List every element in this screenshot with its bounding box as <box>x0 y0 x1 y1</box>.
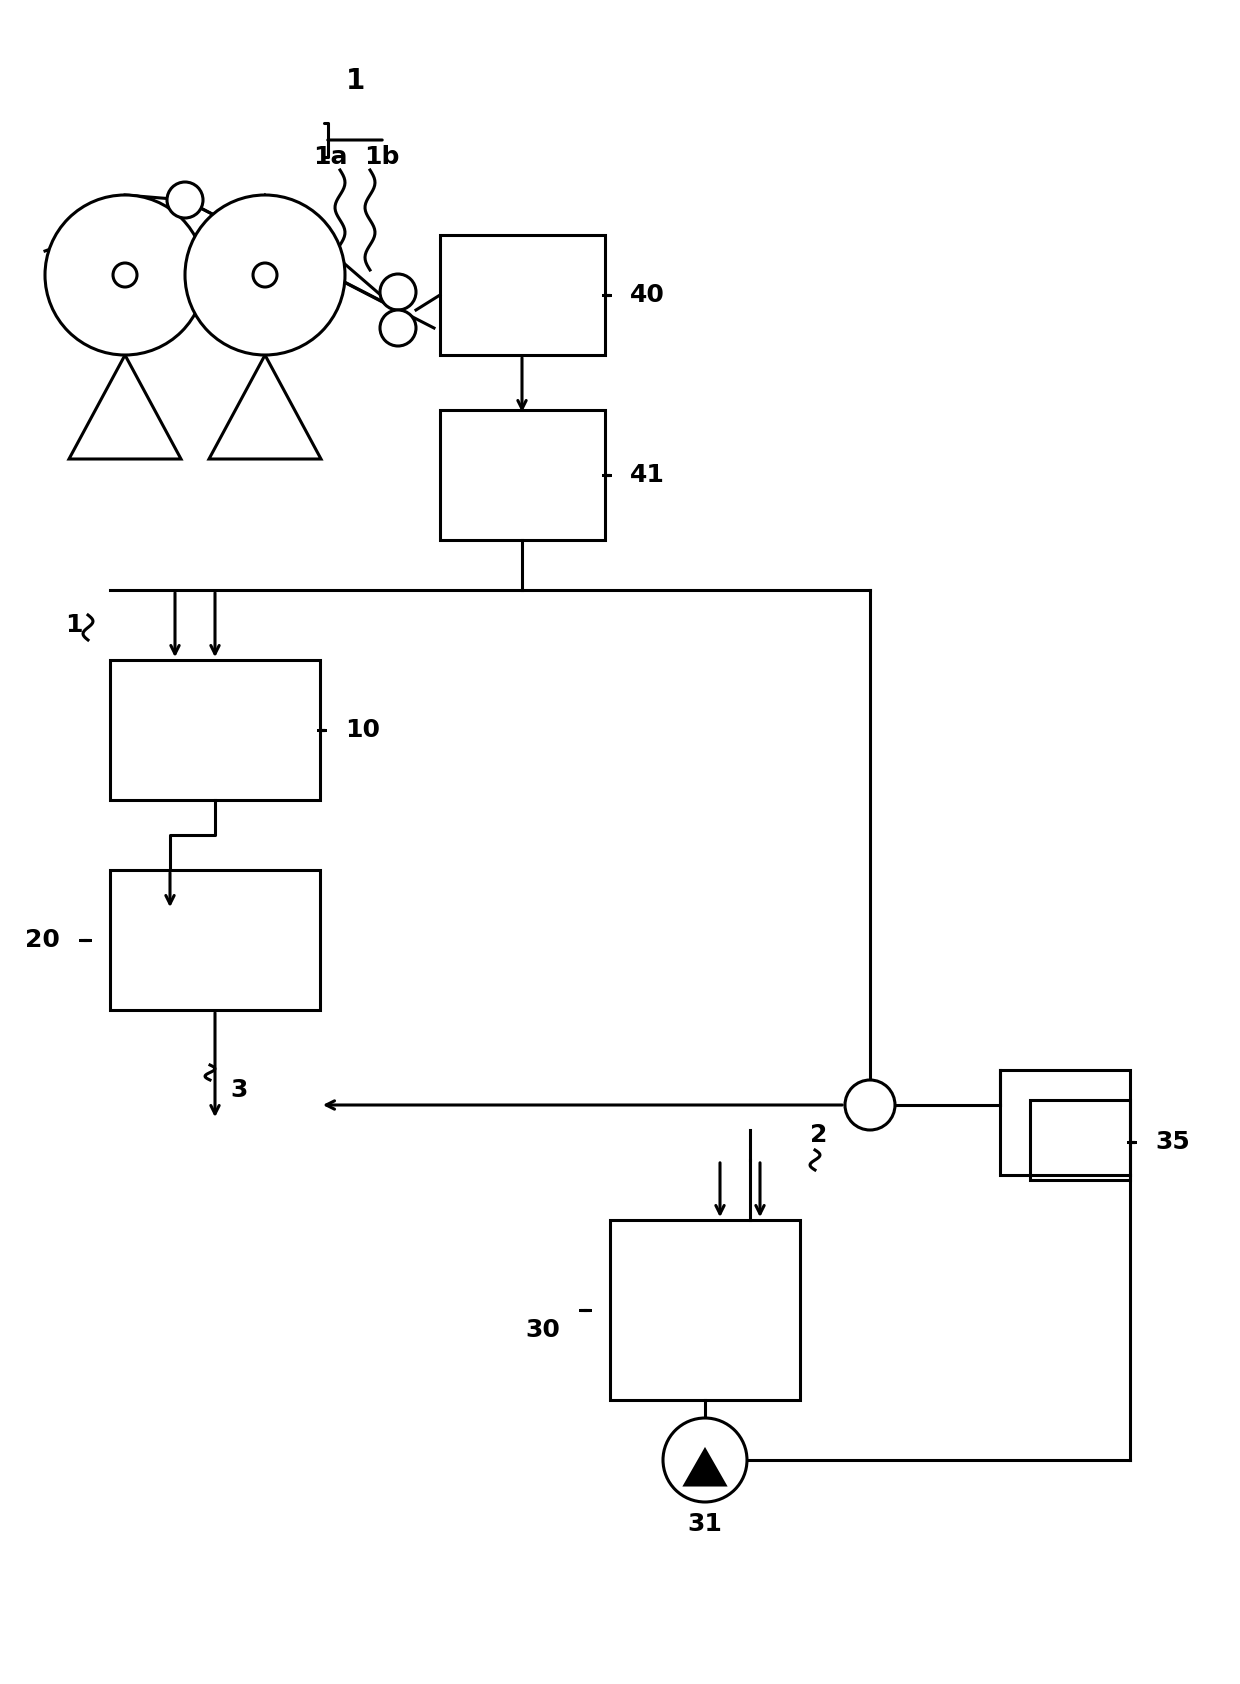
Text: 35: 35 <box>1154 1130 1189 1154</box>
Bar <box>999 1069 1130 1175</box>
Text: 1b: 1b <box>365 145 399 168</box>
Bar <box>440 236 605 355</box>
Text: 1: 1 <box>64 613 83 637</box>
Bar <box>110 871 320 1010</box>
Circle shape <box>185 195 345 355</box>
Bar <box>1030 1100 1130 1180</box>
Text: 1: 1 <box>346 67 365 94</box>
Circle shape <box>167 182 203 217</box>
Bar <box>610 1219 800 1399</box>
Text: 41: 41 <box>630 463 665 487</box>
Text: 30: 30 <box>525 1319 560 1342</box>
Polygon shape <box>684 1450 725 1485</box>
Text: 31: 31 <box>687 1512 723 1536</box>
Circle shape <box>45 195 205 355</box>
Text: 20: 20 <box>25 928 60 951</box>
Bar <box>110 660 320 800</box>
Text: 40: 40 <box>630 283 665 306</box>
Text: 3: 3 <box>229 1078 247 1101</box>
Text: 10: 10 <box>345 717 379 743</box>
Bar <box>440 409 605 541</box>
Circle shape <box>379 274 415 310</box>
Text: 2: 2 <box>810 1123 827 1147</box>
Text: 1a: 1a <box>312 145 347 168</box>
Circle shape <box>379 310 415 345</box>
Circle shape <box>253 263 277 286</box>
Circle shape <box>844 1079 895 1130</box>
Circle shape <box>113 263 136 286</box>
Circle shape <box>663 1418 746 1502</box>
